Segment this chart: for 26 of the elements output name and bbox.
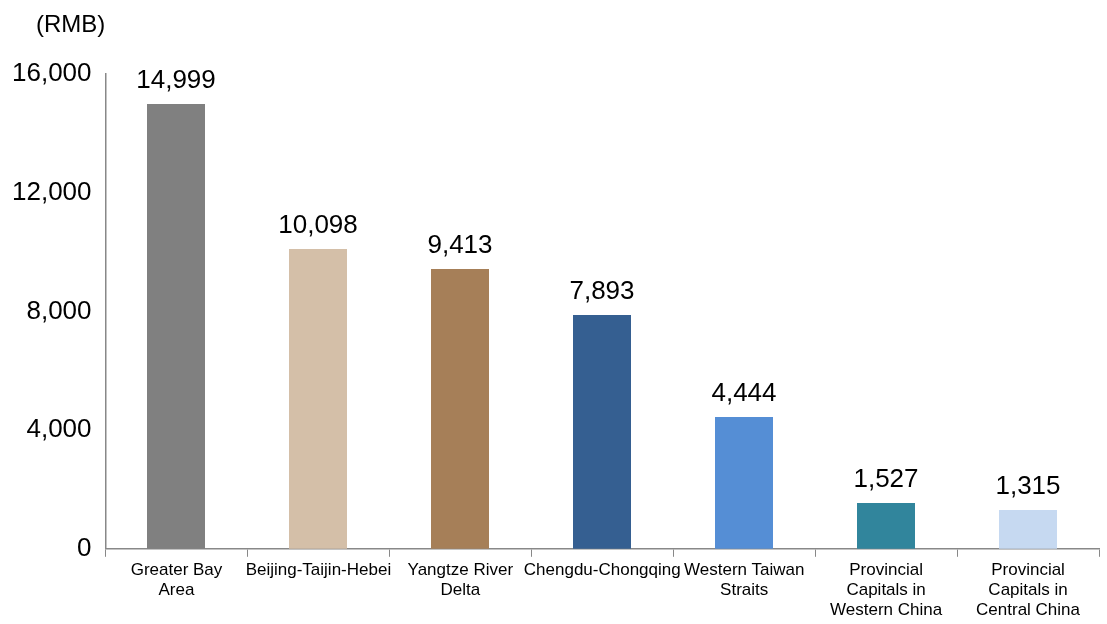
data-label: 9,413 (427, 229, 493, 260)
x-tick-label: Provincial Capitals in Western China (830, 559, 943, 620)
data-label: 1,315 (995, 470, 1061, 501)
x-tick-label: Provincial Capitals in Central China (976, 559, 1081, 620)
y-tick-label: 8,000 (26, 294, 92, 325)
data-label: 7,893 (569, 275, 635, 306)
y-tick-label: 16,000 (11, 57, 92, 88)
x-tick-label: Chengdu-Chongqing (523, 559, 681, 579)
bar (857, 503, 915, 549)
y-tick-label: 4,000 (26, 413, 92, 444)
data-label: 4,444 (711, 377, 777, 408)
data-label: 14,999 (136, 64, 216, 95)
y-tick-label: 12,000 (11, 175, 92, 206)
data-label: 1,527 (853, 463, 919, 494)
bar (431, 269, 489, 549)
x-tick-label: Yangtze River Delta (407, 559, 514, 600)
bar (289, 249, 347, 549)
x-tick-label: Greater Bay Area (130, 559, 223, 600)
y-tick-label: 0 (77, 531, 92, 562)
x-tick-label: Western Taiwan Straits (684, 559, 805, 600)
bar (573, 315, 631, 549)
x-tick-label: Beijing-Taijin-Hebei (245, 559, 392, 579)
bar (715, 417, 773, 549)
data-label: 10,098 (278, 209, 358, 240)
y-axis-title: (RMB) (36, 10, 106, 38)
bar (999, 510, 1057, 549)
